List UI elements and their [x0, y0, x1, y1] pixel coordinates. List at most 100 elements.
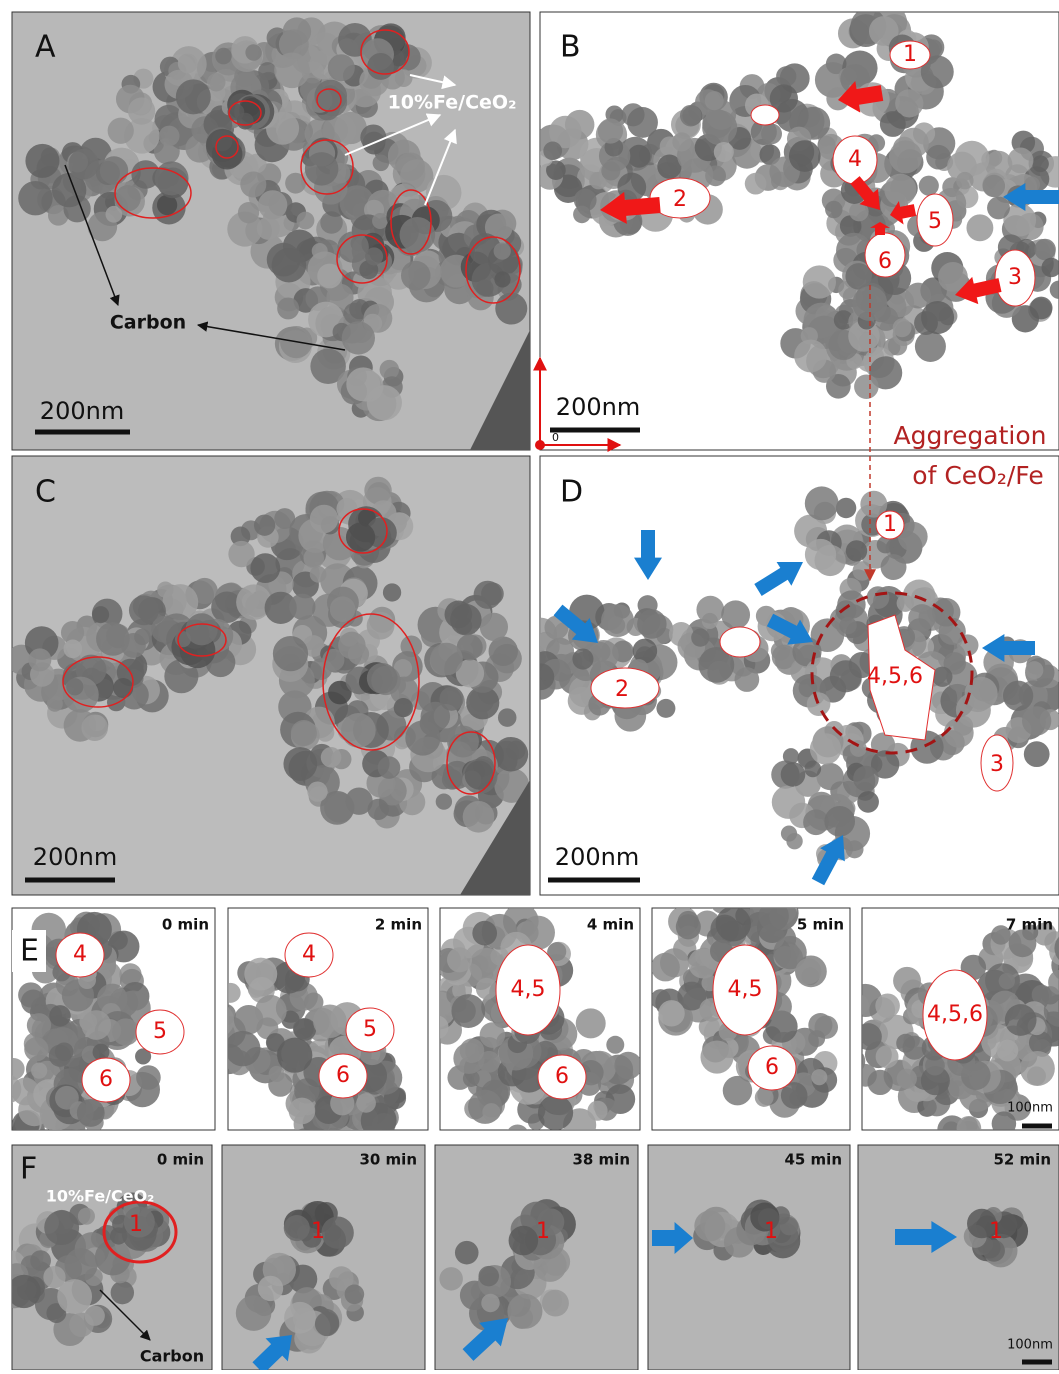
particle — [380, 360, 400, 380]
particle — [258, 190, 287, 219]
particle — [112, 1018, 139, 1045]
particle — [573, 206, 591, 224]
particle — [587, 1101, 607, 1121]
particle — [498, 708, 517, 727]
region-label: 4,5,6 — [927, 1002, 983, 1027]
particle — [228, 541, 254, 567]
particle — [1030, 297, 1053, 320]
particle — [680, 105, 702, 127]
particle — [361, 1128, 379, 1146]
region-label: 6 — [336, 1063, 350, 1088]
particle — [440, 687, 464, 711]
particle — [460, 1038, 485, 1063]
particle — [637, 609, 666, 638]
particle — [108, 118, 134, 144]
panel-letter: E — [20, 934, 39, 969]
region-label: 6 — [555, 1064, 569, 1089]
particle — [305, 152, 339, 186]
particle — [482, 1103, 500, 1121]
particle — [694, 1210, 725, 1241]
particle — [855, 1023, 882, 1050]
particle — [804, 760, 821, 777]
particle — [115, 185, 141, 211]
particle — [373, 155, 390, 172]
particle — [284, 1215, 310, 1241]
particle — [658, 1000, 684, 1026]
particle — [576, 1008, 606, 1038]
particle — [178, 54, 198, 74]
time-label: 38 min — [572, 1151, 630, 1169]
particle — [542, 1290, 569, 1317]
particle — [7, 1275, 40, 1308]
particle — [825, 201, 842, 218]
particle — [269, 1066, 285, 1082]
particle — [346, 367, 380, 401]
particle — [472, 921, 497, 946]
particle — [236, 1295, 272, 1331]
particle — [289, 1098, 316, 1125]
time-label: 5 min — [797, 916, 844, 934]
particle — [372, 213, 388, 229]
particle — [478, 1266, 499, 1287]
region-label: 1 — [536, 1219, 550, 1244]
particle — [700, 1041, 733, 1074]
particle — [1024, 741, 1050, 767]
particle — [68, 149, 99, 180]
particle — [455, 1241, 479, 1265]
particle — [447, 947, 472, 972]
panel-letter: F — [20, 1152, 37, 1187]
particle — [919, 176, 939, 196]
time-label: 0 min — [162, 916, 209, 934]
particle — [628, 145, 651, 168]
particle — [272, 248, 307, 283]
particle — [0, 1049, 10, 1066]
page: 1234561234,5,64560 min4562 min4,564 min4… — [0, 0, 1059, 1370]
particle — [310, 566, 327, 583]
region-label: 6 — [99, 1067, 113, 1092]
particle — [159, 126, 180, 147]
particle — [64, 1248, 97, 1281]
particle — [157, 581, 173, 597]
particle — [805, 539, 836, 570]
particle — [465, 761, 494, 790]
particle — [245, 44, 261, 60]
region-label: 4 — [73, 942, 87, 967]
particle — [445, 601, 473, 629]
region-label: 6 — [765, 1055, 779, 1080]
particle — [284, 1302, 316, 1334]
particle — [745, 173, 767, 195]
particle — [849, 995, 870, 1016]
particle — [853, 561, 873, 581]
material-label: 10%Fe/CeO₂ — [46, 1187, 154, 1206]
particle — [606, 1036, 624, 1054]
region-label: 4 — [848, 147, 862, 172]
particle — [956, 172, 973, 189]
particle — [755, 1088, 774, 1107]
particle — [258, 1276, 283, 1301]
particle — [1003, 681, 1033, 711]
particle — [136, 1065, 161, 1090]
particle — [723, 1076, 752, 1105]
particle — [494, 242, 511, 259]
scale-label: 100nm — [1007, 1101, 1053, 1116]
particle — [876, 1045, 899, 1068]
particle — [100, 156, 128, 184]
carbon-label: Carbon — [140, 1347, 204, 1366]
particle — [772, 785, 805, 818]
particle — [999, 973, 1015, 989]
region-label: 2 — [673, 187, 687, 212]
frame — [858, 1145, 1059, 1370]
particle — [367, 53, 394, 80]
particle — [111, 1281, 134, 1304]
particle — [240, 171, 266, 197]
particle — [601, 604, 634, 637]
particle — [810, 733, 841, 764]
time-label: 30 min — [359, 1151, 417, 1169]
particle — [348, 643, 369, 664]
particle — [303, 548, 324, 569]
particle — [1005, 1004, 1037, 1036]
particle — [896, 1034, 915, 1053]
particle — [651, 953, 680, 982]
particle — [250, 553, 280, 583]
particle — [495, 293, 527, 325]
